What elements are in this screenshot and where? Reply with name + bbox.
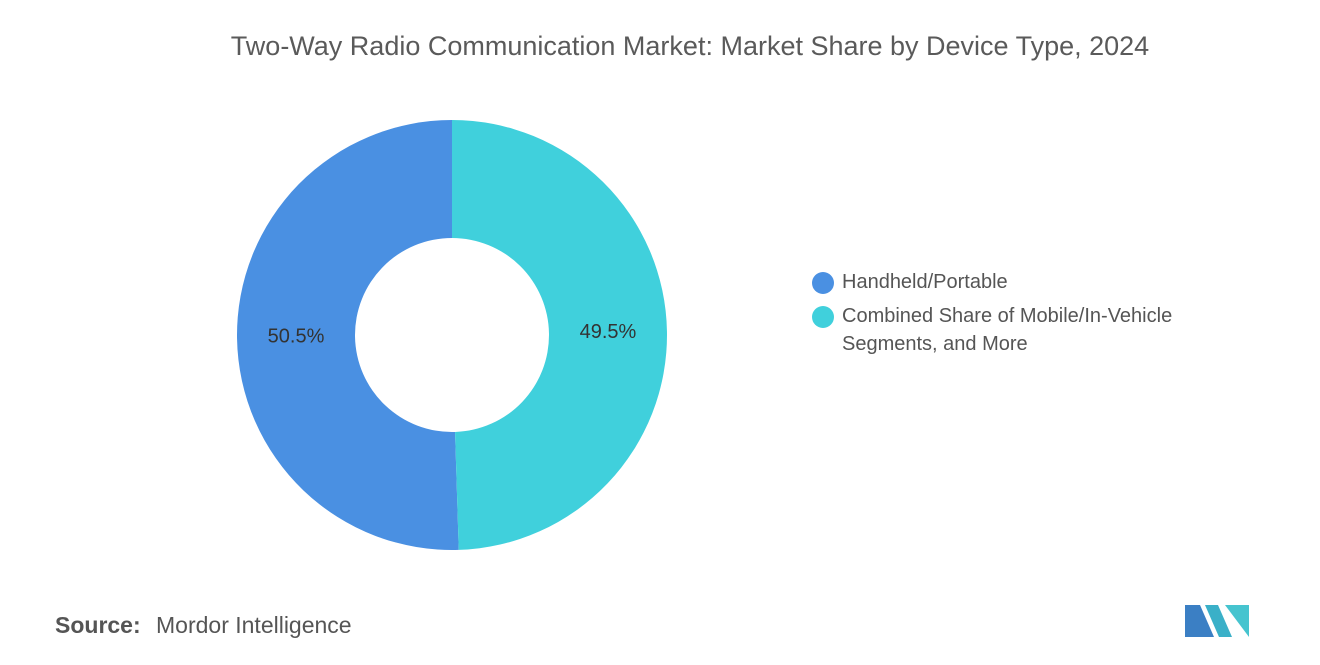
data-label: 50.5% xyxy=(268,326,325,348)
donut: 50.5% 49.5% xyxy=(236,120,667,551)
donut-slice xyxy=(452,120,667,550)
logo xyxy=(1185,605,1249,637)
source-label: Source: xyxy=(55,612,141,638)
legend-item: Handheld/Portable xyxy=(812,270,1232,296)
legend: Handheld/Portable Combined Share of Mobil… xyxy=(812,270,1232,366)
legend-swatch xyxy=(812,272,834,294)
legend-swatch xyxy=(812,306,834,328)
legend-label: Combined Share of Mobile/In-Vehicle Segm… xyxy=(842,305,1173,355)
data-label: 49.5% xyxy=(580,321,637,343)
source-text: Mordor Intelligence xyxy=(156,612,352,638)
legend-item: Combined Share of Mobile/In-Vehicle Segm… xyxy=(812,304,1232,358)
donut-slice xyxy=(236,120,459,551)
chart-title: Two-Way Radio Communication Market: Mark… xyxy=(231,31,1149,61)
legend-label: Handheld/Portable xyxy=(842,271,1008,293)
